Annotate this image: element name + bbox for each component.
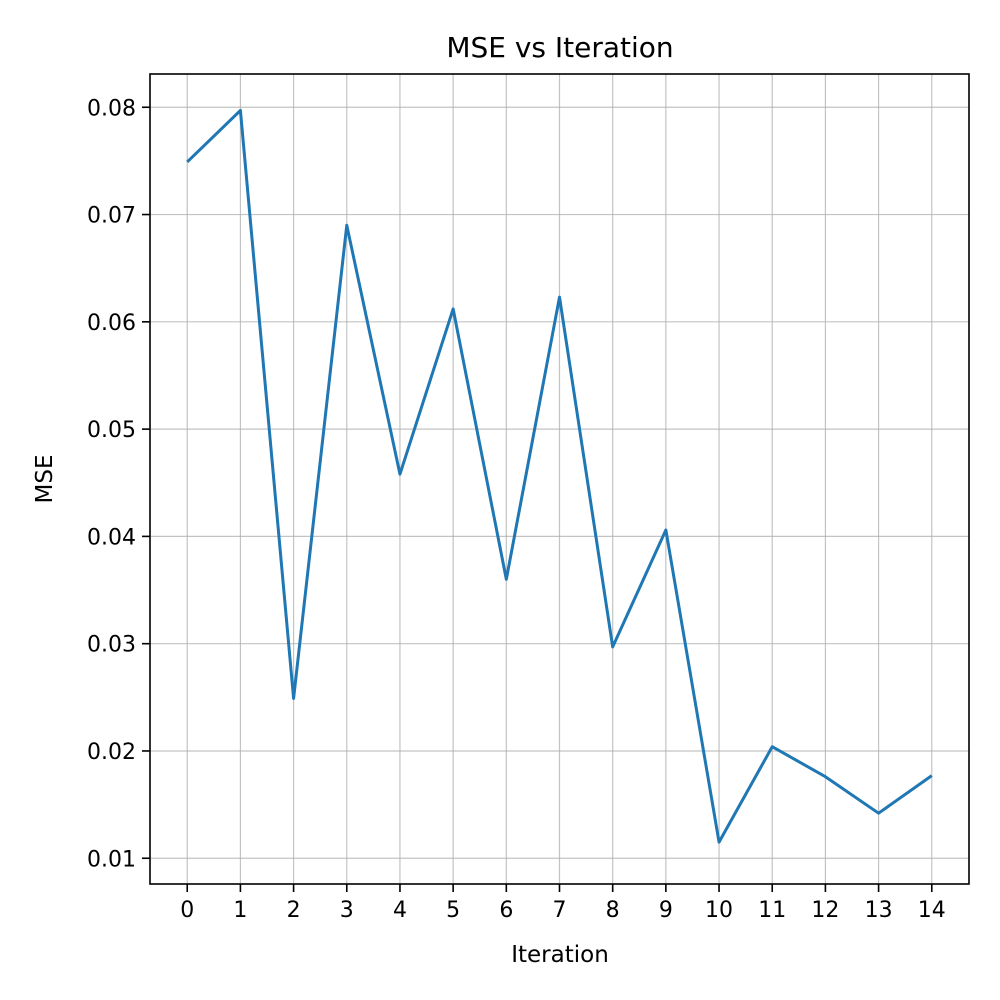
x-tick-label: 6 [499, 898, 513, 923]
x-axis: 0 1 2 3 4 5 6 7 8 9 10 11 12 13 14 [180, 884, 946, 923]
y-tick-label: 0.03 [87, 633, 136, 658]
x-tick-label: 3 [340, 898, 354, 923]
x-tick-label: 13 [865, 898, 893, 923]
x-tick-label: 0 [180, 898, 194, 923]
y-tick-label: 0.04 [87, 525, 136, 550]
x-tick-label: 5 [446, 898, 460, 923]
x-tick-label: 8 [606, 898, 620, 923]
x-tick-label: 7 [553, 898, 567, 923]
x-tick-label: 2 [287, 898, 301, 923]
mse-series-line [186, 108, 933, 844]
x-tick-label: 1 [233, 898, 247, 923]
x-tick-label: 11 [758, 898, 786, 923]
chart-title: MSE vs Iteration [446, 31, 673, 64]
y-tick-label: 0.07 [87, 204, 136, 229]
x-tick-label: 4 [393, 898, 407, 923]
y-tick-label: 0.02 [87, 740, 136, 765]
y-axis-label: MSE [32, 455, 58, 504]
y-axis: 0.01 0.02 0.03 0.04 0.05 0.06 0.07 0.08 [87, 96, 150, 872]
grid-lines [150, 74, 969, 884]
x-tick-label: 12 [811, 898, 839, 923]
y-tick-label: 0.05 [87, 418, 136, 443]
y-tick-label: 0.01 [87, 847, 136, 872]
y-tick-label: 0.06 [87, 311, 136, 336]
x-tick-label: 9 [659, 898, 673, 923]
plot-area [186, 108, 933, 844]
x-axis-label: Iteration [511, 942, 609, 968]
x-tick-label: 14 [918, 898, 946, 923]
y-tick-label: 0.08 [87, 96, 136, 121]
x-tick-label: 10 [705, 898, 733, 923]
